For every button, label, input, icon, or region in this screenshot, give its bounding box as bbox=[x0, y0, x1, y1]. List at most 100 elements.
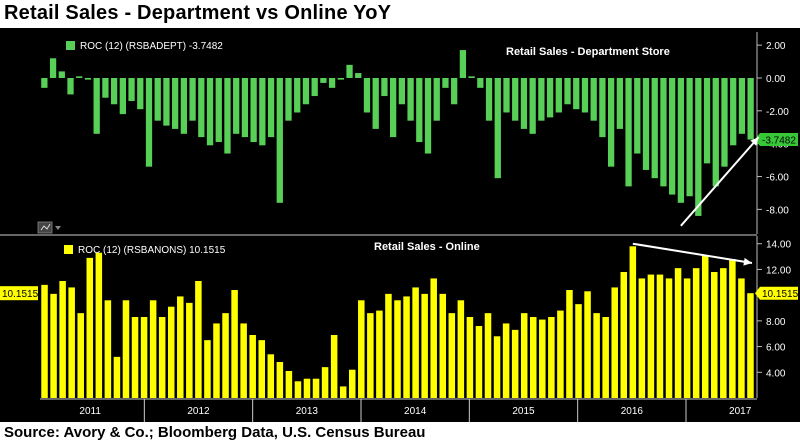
online-left-value-box bbox=[0, 286, 38, 301]
online-bar bbox=[720, 268, 727, 398]
online-bar bbox=[240, 323, 247, 398]
department-bar bbox=[721, 77, 728, 167]
department-bar bbox=[529, 77, 536, 134]
department-legend: ROC (12) (RSBADEPT) -3.7482 bbox=[80, 41, 223, 52]
department-bar bbox=[390, 77, 397, 138]
department-bar bbox=[625, 77, 632, 187]
online-bar bbox=[457, 300, 465, 398]
time-axis-label: 2012 bbox=[187, 406, 210, 417]
online-bar bbox=[276, 362, 284, 398]
department-bar bbox=[520, 77, 528, 129]
online-bar bbox=[104, 300, 112, 398]
department-bar bbox=[241, 77, 249, 138]
online-bar bbox=[113, 356, 121, 398]
online-bar bbox=[330, 335, 338, 398]
department-bar bbox=[416, 77, 423, 143]
online-bar bbox=[548, 317, 555, 398]
online-bar bbox=[611, 287, 618, 398]
department-bar bbox=[538, 77, 545, 121]
department-bar bbox=[616, 77, 623, 129]
department-bar bbox=[294, 77, 301, 113]
online-trend-arrowhead bbox=[743, 257, 752, 266]
online-legend: ROC (12) (RSBANONS) 10.1515 bbox=[78, 245, 226, 256]
online-bar bbox=[122, 300, 130, 398]
department-bar bbox=[119, 77, 126, 115]
time-axis-label: 2017 bbox=[729, 406, 752, 417]
online-bar bbox=[511, 329, 519, 398]
department-y-tick-label: -6.00 bbox=[766, 173, 789, 184]
department-bar bbox=[49, 58, 57, 78]
online-bar bbox=[575, 304, 582, 398]
department-bar bbox=[503, 77, 510, 113]
department-bar bbox=[494, 77, 501, 179]
online-bar bbox=[376, 310, 383, 398]
department-bar bbox=[145, 77, 153, 167]
department-bar bbox=[311, 77, 318, 97]
department-bar bbox=[233, 77, 240, 134]
department-bar bbox=[137, 77, 144, 110]
department-bar bbox=[302, 77, 310, 105]
department-bar bbox=[695, 77, 702, 216]
department-bar bbox=[477, 77, 484, 88]
online-legend-swatch bbox=[64, 245, 73, 254]
online-bar bbox=[729, 259, 736, 398]
department-bar bbox=[250, 77, 257, 143]
online-bar bbox=[267, 354, 275, 398]
department-bar bbox=[599, 77, 606, 138]
online-bar bbox=[502, 323, 510, 398]
department-bar bbox=[189, 77, 196, 121]
department-bar bbox=[703, 77, 711, 164]
online-bar bbox=[520, 313, 528, 398]
department-y-tick-label: 0.00 bbox=[766, 74, 786, 85]
online-bar bbox=[701, 255, 709, 398]
online-bar bbox=[321, 367, 329, 398]
online-bar bbox=[177, 296, 184, 398]
online-bar bbox=[747, 293, 754, 398]
online-y-tick-label: 12.00 bbox=[766, 265, 791, 276]
online-bar bbox=[303, 378, 311, 398]
department-bar bbox=[512, 77, 519, 121]
panel-tool-icon[interactable] bbox=[37, 221, 61, 234]
online-bar bbox=[593, 313, 600, 398]
online-bar bbox=[692, 268, 700, 398]
online-bar bbox=[41, 284, 48, 398]
online-bar bbox=[439, 293, 447, 398]
department-bar bbox=[651, 77, 658, 179]
online-bar bbox=[358, 300, 365, 398]
online-bar bbox=[385, 293, 392, 398]
online-bar bbox=[50, 293, 57, 398]
department-bar bbox=[76, 76, 83, 78]
department-panel-title: Retail Sales - Department Store bbox=[506, 46, 670, 58]
department-bar bbox=[110, 77, 118, 105]
online-bar bbox=[339, 386, 347, 398]
time-axis-label: 2015 bbox=[512, 406, 535, 417]
department-trend-arrow bbox=[680, 136, 760, 227]
department-bar bbox=[634, 77, 641, 154]
department-bar bbox=[276, 77, 283, 203]
online-bar bbox=[557, 310, 564, 398]
online-bar bbox=[249, 335, 256, 398]
online-bar bbox=[367, 313, 374, 398]
online-bar bbox=[222, 313, 229, 398]
online-bar bbox=[711, 272, 718, 398]
department-bar bbox=[433, 77, 440, 121]
source-footer: Source: Avory & Co.; Bloomberg Data, U.S… bbox=[4, 424, 426, 441]
department-bar bbox=[206, 77, 214, 146]
department-bar bbox=[267, 77, 275, 138]
online-bar bbox=[412, 287, 419, 398]
department-legend-swatch bbox=[66, 41, 75, 50]
online-y-tick-label: 14.00 bbox=[766, 240, 791, 251]
online-bar bbox=[348, 369, 356, 398]
online-bar bbox=[602, 317, 609, 398]
online-bar bbox=[493, 336, 501, 398]
online-bar bbox=[647, 274, 655, 398]
department-bar bbox=[328, 77, 336, 88]
online-bar bbox=[77, 313, 84, 398]
online-bar bbox=[131, 317, 139, 398]
department-bar bbox=[224, 77, 231, 154]
department-bar bbox=[154, 77, 161, 121]
department-bar bbox=[738, 77, 746, 134]
department-y-tick-label: 2.00 bbox=[766, 41, 786, 52]
online-panel-title: Retail Sales - Online bbox=[374, 241, 480, 253]
online-y-tick-label: 8.00 bbox=[766, 317, 786, 328]
